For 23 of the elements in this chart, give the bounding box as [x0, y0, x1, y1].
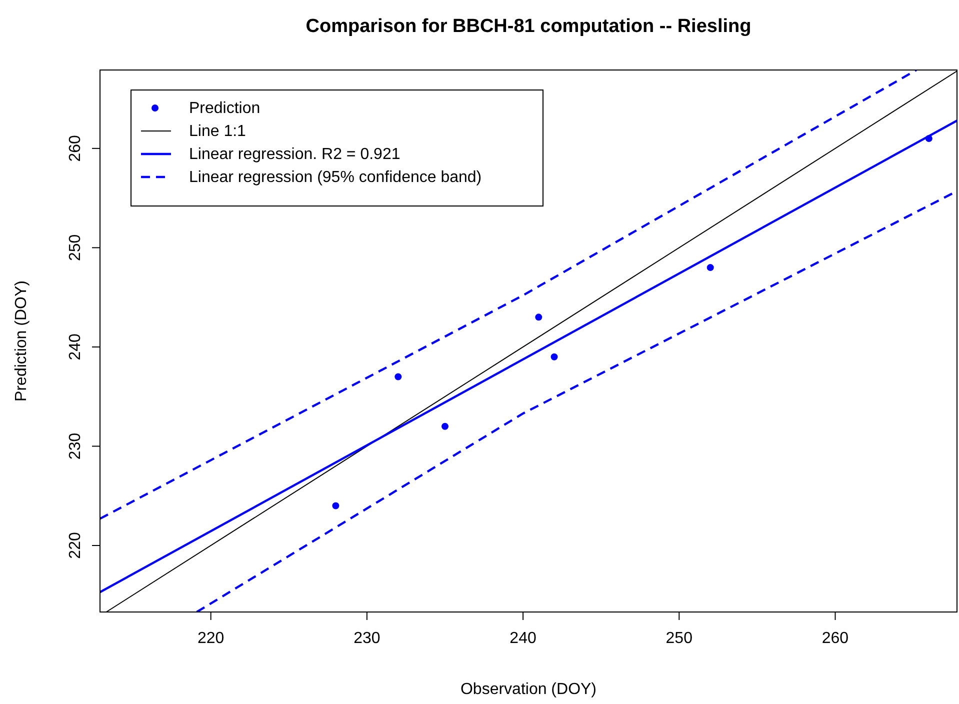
y-tick-label: 250 — [67, 234, 84, 262]
point — [441, 422, 448, 430]
legend-label: Line 1:1 — [189, 123, 246, 140]
y-tick-label: 240 — [67, 334, 84, 360]
legend-label: Linear regression. R2 = 0.921 — [189, 146, 400, 163]
y-tick-label: 220 — [67, 532, 84, 559]
x-axis-title: Observation (DOY) — [460, 681, 597, 698]
y-tick-label: 230 — [67, 432, 84, 460]
x-tick-label: 250 — [666, 630, 693, 647]
chart-title: Comparison for BBCH-81 computation -- Riesling — [306, 16, 752, 37]
x-tick-label: 240 — [510, 630, 536, 647]
point — [706, 264, 714, 272]
x-tick-label: 260 — [822, 630, 849, 647]
x-tick-label: 230 — [354, 630, 380, 647]
y-tick-label: 260 — [67, 134, 84, 162]
point — [332, 502, 340, 510]
y-axis-title: Prediction (DOY) — [13, 280, 30, 402]
x-tick-label: 220 — [197, 630, 224, 647]
legend-label: Prediction — [189, 100, 260, 117]
point — [394, 373, 402, 380]
point — [535, 314, 542, 321]
point — [550, 353, 558, 360]
legend-label: Linear regression (95% confidence band) — [189, 169, 482, 186]
